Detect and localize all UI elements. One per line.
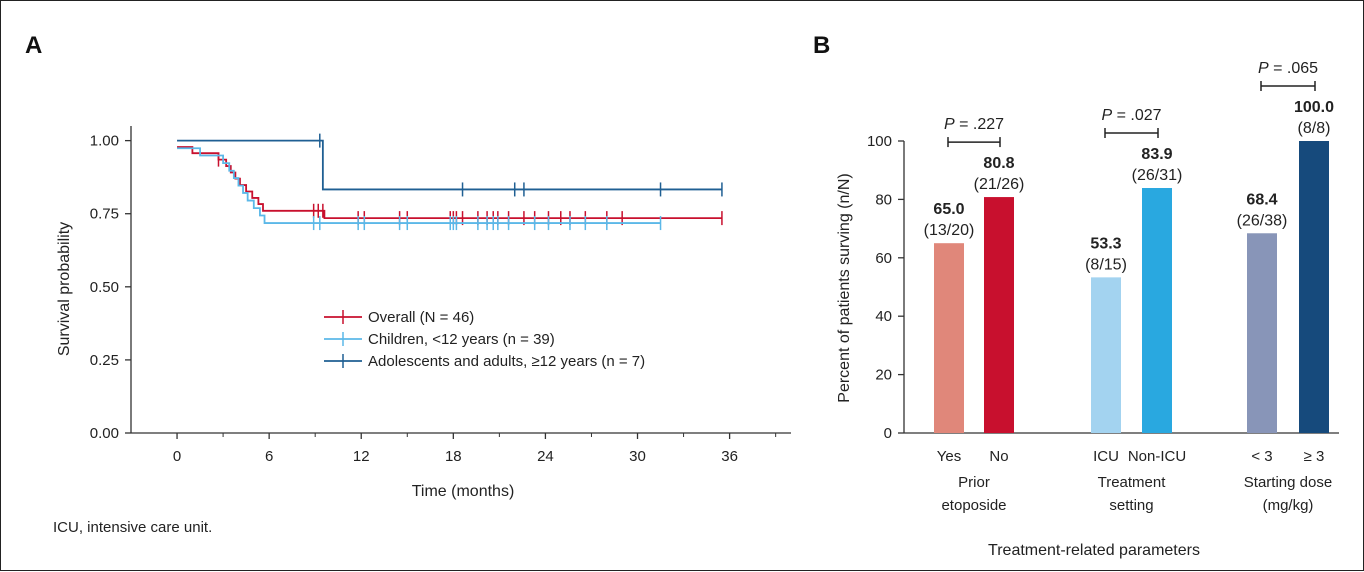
panel-a-letter: A <box>25 32 42 59</box>
panel-a-x-tick-label: 6 <box>265 448 273 465</box>
panel-a-x-tick-label: 18 <box>445 448 462 465</box>
bar-value-label: 65.0 <box>933 201 964 218</box>
legend-label: Overall (N = 46) <box>368 309 474 326</box>
panel-b-y-tick-label: 0 <box>884 425 892 442</box>
bar <box>984 197 1014 433</box>
bar-value-label: 83.9 <box>1141 146 1172 163</box>
group-label: Treatment <box>1098 474 1167 491</box>
p-value-label: P = .027 <box>1101 107 1161 124</box>
bar-category-label: < 3 <box>1251 448 1272 465</box>
bar-fraction-label: (8/8) <box>1298 120 1331 137</box>
bar-fraction-label: (8/15) <box>1085 256 1127 273</box>
bar-value-label: 100.0 <box>1294 99 1334 116</box>
km-curve-1 <box>177 147 661 224</box>
panel-b-y-tick-label: 40 <box>875 308 892 325</box>
bar-category-label: Non-ICU <box>1128 448 1186 465</box>
panel-b-y-tick-label: 80 <box>875 191 892 208</box>
bar-fraction-label: (21/26) <box>974 176 1025 193</box>
panel-b-y-tick-label: 60 <box>875 250 892 267</box>
footnote-caption: ICU, intensive care unit. <box>53 519 212 536</box>
group-label: setting <box>1109 497 1153 514</box>
bar-value-label: 80.8 <box>983 155 1014 172</box>
p-value-label: P = .227 <box>944 116 1004 133</box>
panel-b-letter: B <box>813 32 830 59</box>
panel-a-y-tick-label: 0.00 <box>90 425 119 442</box>
panel-b-ylabel: Percent of patients surving (n/N) <box>836 173 853 402</box>
bar-category-label: ≥ 3 <box>1304 448 1325 465</box>
legend-label: Adolescents and adults, ≥12 years (n = 7… <box>368 353 645 370</box>
bar-fraction-label: (13/20) <box>924 222 975 239</box>
group-label: (mg/kg) <box>1263 497 1314 514</box>
panel-a-x-tick-label: 0 <box>173 448 181 465</box>
panel-a-ylabel: Survival probability <box>56 222 73 356</box>
p-value-label: P = .065 <box>1258 60 1318 77</box>
bar-category-label: Yes <box>937 448 961 465</box>
bar-fraction-label: (26/31) <box>1132 167 1183 184</box>
panel-b-plot: 0 20 40 60 80 100 65.0 (13/20) Yes 80.8 (21/26) No P… <box>867 60 1339 514</box>
panel-a-x-tick-label: 36 <box>721 448 738 465</box>
panel-a-plot: 0 6 12 18 24 30 36 0.00 0.25 0.50 0.75 1.00 Overall … <box>90 126 791 465</box>
bar <box>1142 188 1172 433</box>
panel-a-y-tick-label: 1.00 <box>90 133 119 150</box>
legend-label: Children, <12 years (n = 39) <box>368 331 555 348</box>
panel-a-y-tick-label: 0.50 <box>90 279 119 296</box>
bar-fraction-label: (26/38) <box>1237 212 1288 229</box>
panel-a-y-tick-label: 0.25 <box>90 352 119 369</box>
panel-b-y-tick-label: 20 <box>875 367 892 384</box>
panel-b-xlabel: Treatment-related parameters <box>988 542 1200 559</box>
panel-a-y-tick-label: 0.75 <box>90 206 119 223</box>
bar <box>1247 233 1277 433</box>
group-label: Starting dose <box>1244 474 1332 491</box>
bar-category-label: No <box>989 448 1008 465</box>
panel-a-xlabel: Time (months) <box>412 483 515 500</box>
bar <box>1299 141 1329 433</box>
panel-a-x-tick-label: 24 <box>537 448 554 465</box>
km-curve-2 <box>177 139 722 191</box>
group-label: etoposide <box>941 497 1006 514</box>
panel-b-y-tick-label: 100 <box>867 133 892 150</box>
bar-category-label: ICU <box>1093 448 1119 465</box>
panel-a-x-tick-label: 30 <box>629 448 646 465</box>
bar <box>934 243 964 433</box>
bar-value-label: 53.3 <box>1090 235 1121 252</box>
bar-value-label: 68.4 <box>1246 191 1277 208</box>
panel-a-x-tick-label: 12 <box>353 448 370 465</box>
bar <box>1091 277 1121 433</box>
group-label: Prior <box>958 474 990 491</box>
